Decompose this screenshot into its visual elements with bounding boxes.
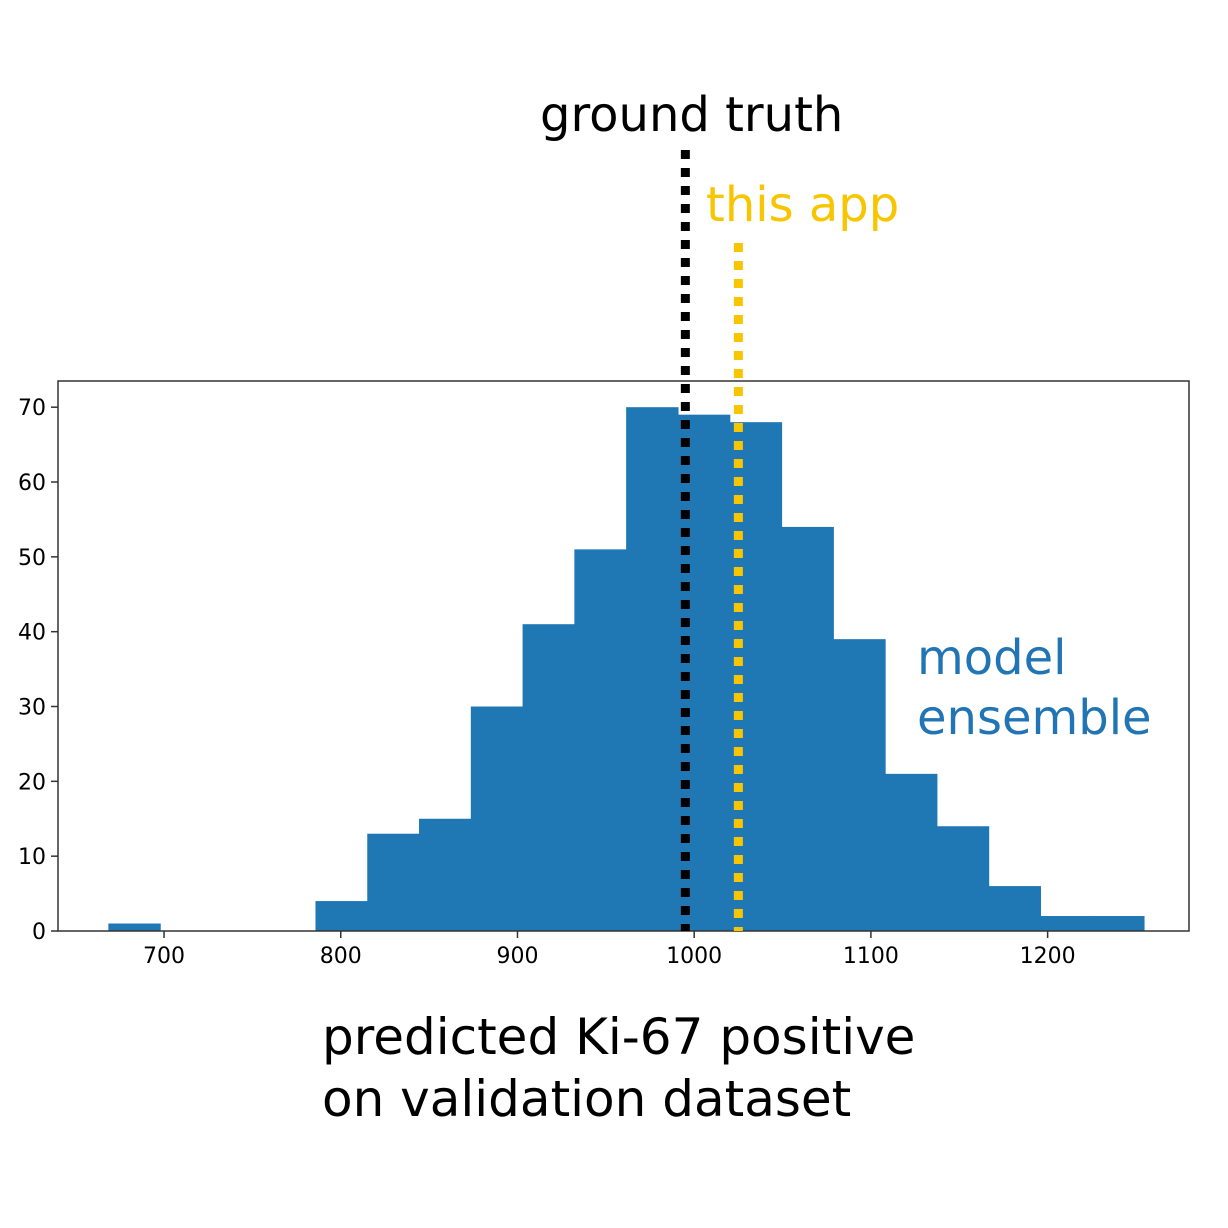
histogram-bar-17: [988, 886, 1041, 931]
y-tick-label-60: 60: [18, 471, 46, 496]
x-tick-label-800: 800: [320, 944, 362, 969]
histogram-bar-13: [781, 526, 834, 931]
histogram-bar-10: [626, 407, 679, 931]
histogram-bar-18: [1040, 916, 1093, 931]
y-tick-label-40: 40: [18, 621, 46, 646]
y-tick-label-10: 10: [18, 845, 46, 870]
y-axis-ticks: 0 10 20 30 40 50 60 70: [18, 396, 58, 945]
y-tick-label-0: 0: [32, 920, 46, 945]
histogram-bar-8: [522, 624, 575, 931]
y-tick-label-70: 70: [18, 396, 46, 421]
histogram-bar-14: [833, 639, 886, 931]
x-axis-label-line-1: predicted Ki-67 positive: [322, 1008, 916, 1066]
histogram-bar-0: [108, 923, 161, 931]
reference-lines: ground truth this app: [540, 87, 899, 931]
histogram-bar-7: [470, 706, 524, 931]
x-tick-label-1000: 1000: [666, 944, 722, 969]
x-tick-label-700: 700: [143, 944, 185, 969]
y-tick-label-20: 20: [18, 770, 46, 795]
x-axis-ticks: 700 800 900 1000 1100 1200: [143, 931, 1076, 969]
histogram-bar-4: [315, 901, 368, 931]
histogram-bar-9: [574, 549, 627, 931]
vline-label-1: this app: [706, 177, 899, 233]
annotation-0-line-0: model: [917, 630, 1066, 686]
histogram-bar-5: [367, 833, 420, 931]
vline-label-0: ground truth: [540, 87, 843, 143]
histogram-bar-6: [419, 818, 472, 931]
x-axis-label-line-2: on validation dataset: [322, 1070, 852, 1128]
x-tick-label-900: 900: [496, 944, 538, 969]
y-tick-label-50: 50: [18, 546, 46, 571]
histogram-bar-15: [885, 773, 938, 931]
annotation-0-line-1: ensemble: [917, 690, 1152, 746]
histogram-bar-16: [936, 826, 990, 931]
histogram-bar-19: [1092, 916, 1145, 931]
x-tick-label-1100: 1100: [843, 944, 899, 969]
x-tick-label-1200: 1200: [1020, 944, 1076, 969]
plot-frame: [57, 380, 1190, 932]
y-tick-label-30: 30: [18, 696, 46, 721]
